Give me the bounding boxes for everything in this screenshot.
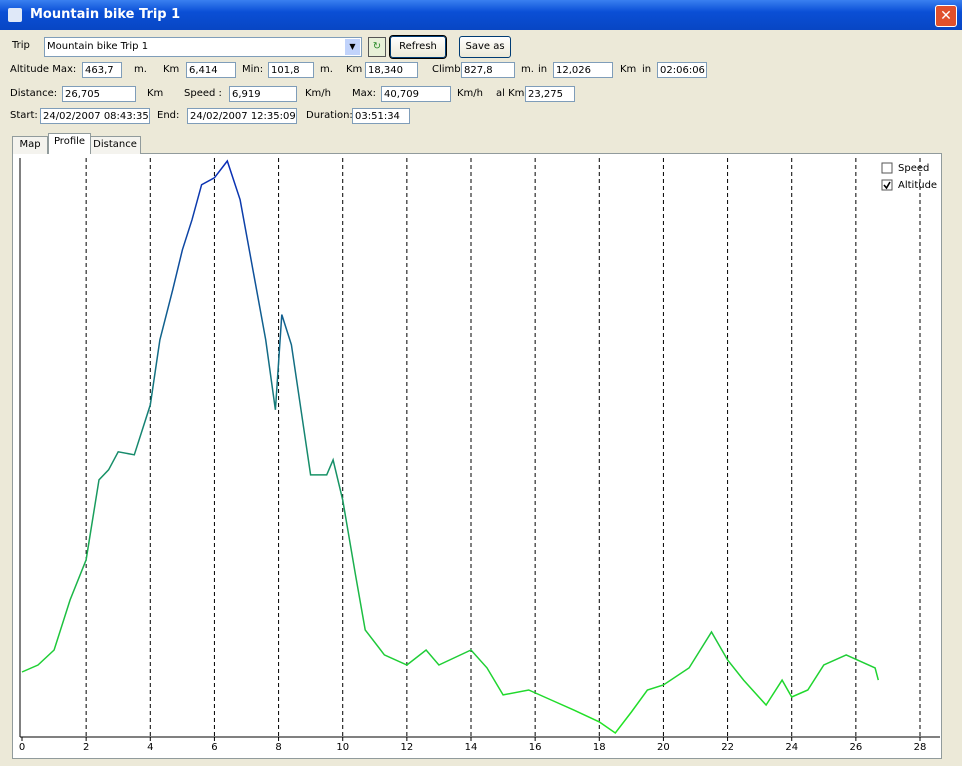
legend-checkbox[interactable] [881,179,893,191]
field-label: Start: [10,110,38,121]
text-field[interactable]: 12,026 [553,62,613,78]
refresh-button[interactable]: Refresh [389,35,447,59]
text-field[interactable]: 101,8 [268,62,314,78]
field-label: Km [346,64,363,75]
field-label: Speed : [184,88,222,99]
text-field[interactable]: 23,275 [525,86,575,102]
field-label: Km [163,64,180,75]
text-field[interactable]: 02:06:06 [657,62,707,78]
field-label: m. [521,64,534,75]
x-tick-label: 4 [147,742,153,753]
field-label: in [642,64,652,75]
x-tick-label: 16 [529,742,542,753]
field-label: End: [157,110,180,121]
field-label: Max: [352,88,377,99]
field-label: Climbs [432,64,466,75]
dropdown-arrow[interactable]: ▼ [345,39,360,55]
field-label: Km [620,64,637,75]
x-tick-label: 12 [400,742,413,753]
text-field[interactable]: 827,8 [461,62,515,78]
trip-select[interactable]: Mountain bike Trip 1 ▼ [44,37,362,57]
save-button[interactable]: Save as [459,36,511,58]
x-tick-label: 18 [593,742,606,753]
field-label: Km [147,88,164,99]
field-label: Distance: [10,88,58,99]
x-tick-label: 8 [275,742,281,753]
reload-icon[interactable]: ↻ [368,37,386,57]
text-field[interactable]: 6,919 [229,86,297,102]
text-field[interactable]: 24/02/2007 12:35:09 [187,108,297,124]
field-label: Km/h [305,88,332,99]
text-field[interactable]: 03:51:34 [352,108,410,124]
field-label: al Km [496,88,525,99]
text-field[interactable]: 6,414 [186,62,236,78]
trip-label: Trip [12,40,30,51]
close-button[interactable]: ✕ [935,5,957,27]
x-tick-label: 28 [914,742,927,753]
app-icon [8,8,22,22]
window-title: Mountain bike Trip 1 [30,7,181,22]
x-tick-label: 14 [465,742,478,753]
x-tick-label: 24 [785,742,798,753]
x-tick-label: 10 [336,742,349,753]
tab-panel [12,153,942,759]
x-tick-label: 2 [83,742,89,753]
field-label: m. [320,64,333,75]
title-bar: Mountain bike Trip 1 ✕ [0,0,962,30]
x-tick-label: 6 [211,742,217,753]
text-field[interactable]: 18,340 [365,62,418,78]
text-field[interactable]: 463,7 [82,62,122,78]
tab[interactable]: Distance [89,136,141,154]
legend-label: Altitude [898,180,937,191]
field-label: Duration: [306,110,353,121]
check-mark [883,181,891,190]
field-label: Km/h [457,88,484,99]
text-field[interactable]: 24/02/2007 08:43:35 [40,108,150,124]
trip-value: Mountain bike Trip 1 [47,41,149,52]
tab[interactable]: Map [12,136,48,154]
tab[interactable]: Profile [48,133,91,154]
field-label: m. [134,64,147,75]
field-label: Altitude Max: [10,64,77,75]
x-tick-label: 26 [849,742,862,753]
text-field[interactable]: 26,705 [62,86,136,102]
altitude-line [21,159,880,735]
x-tick-label: 22 [721,742,734,753]
field-label: in [538,64,548,75]
x-tick-label: 20 [657,742,670,753]
field-label: Min: [242,64,264,75]
legend-checkbox[interactable] [881,162,893,174]
x-tick-label: 0 [19,742,25,753]
text-field[interactable]: 40,709 [381,86,451,102]
legend-label: Speed [898,163,929,174]
